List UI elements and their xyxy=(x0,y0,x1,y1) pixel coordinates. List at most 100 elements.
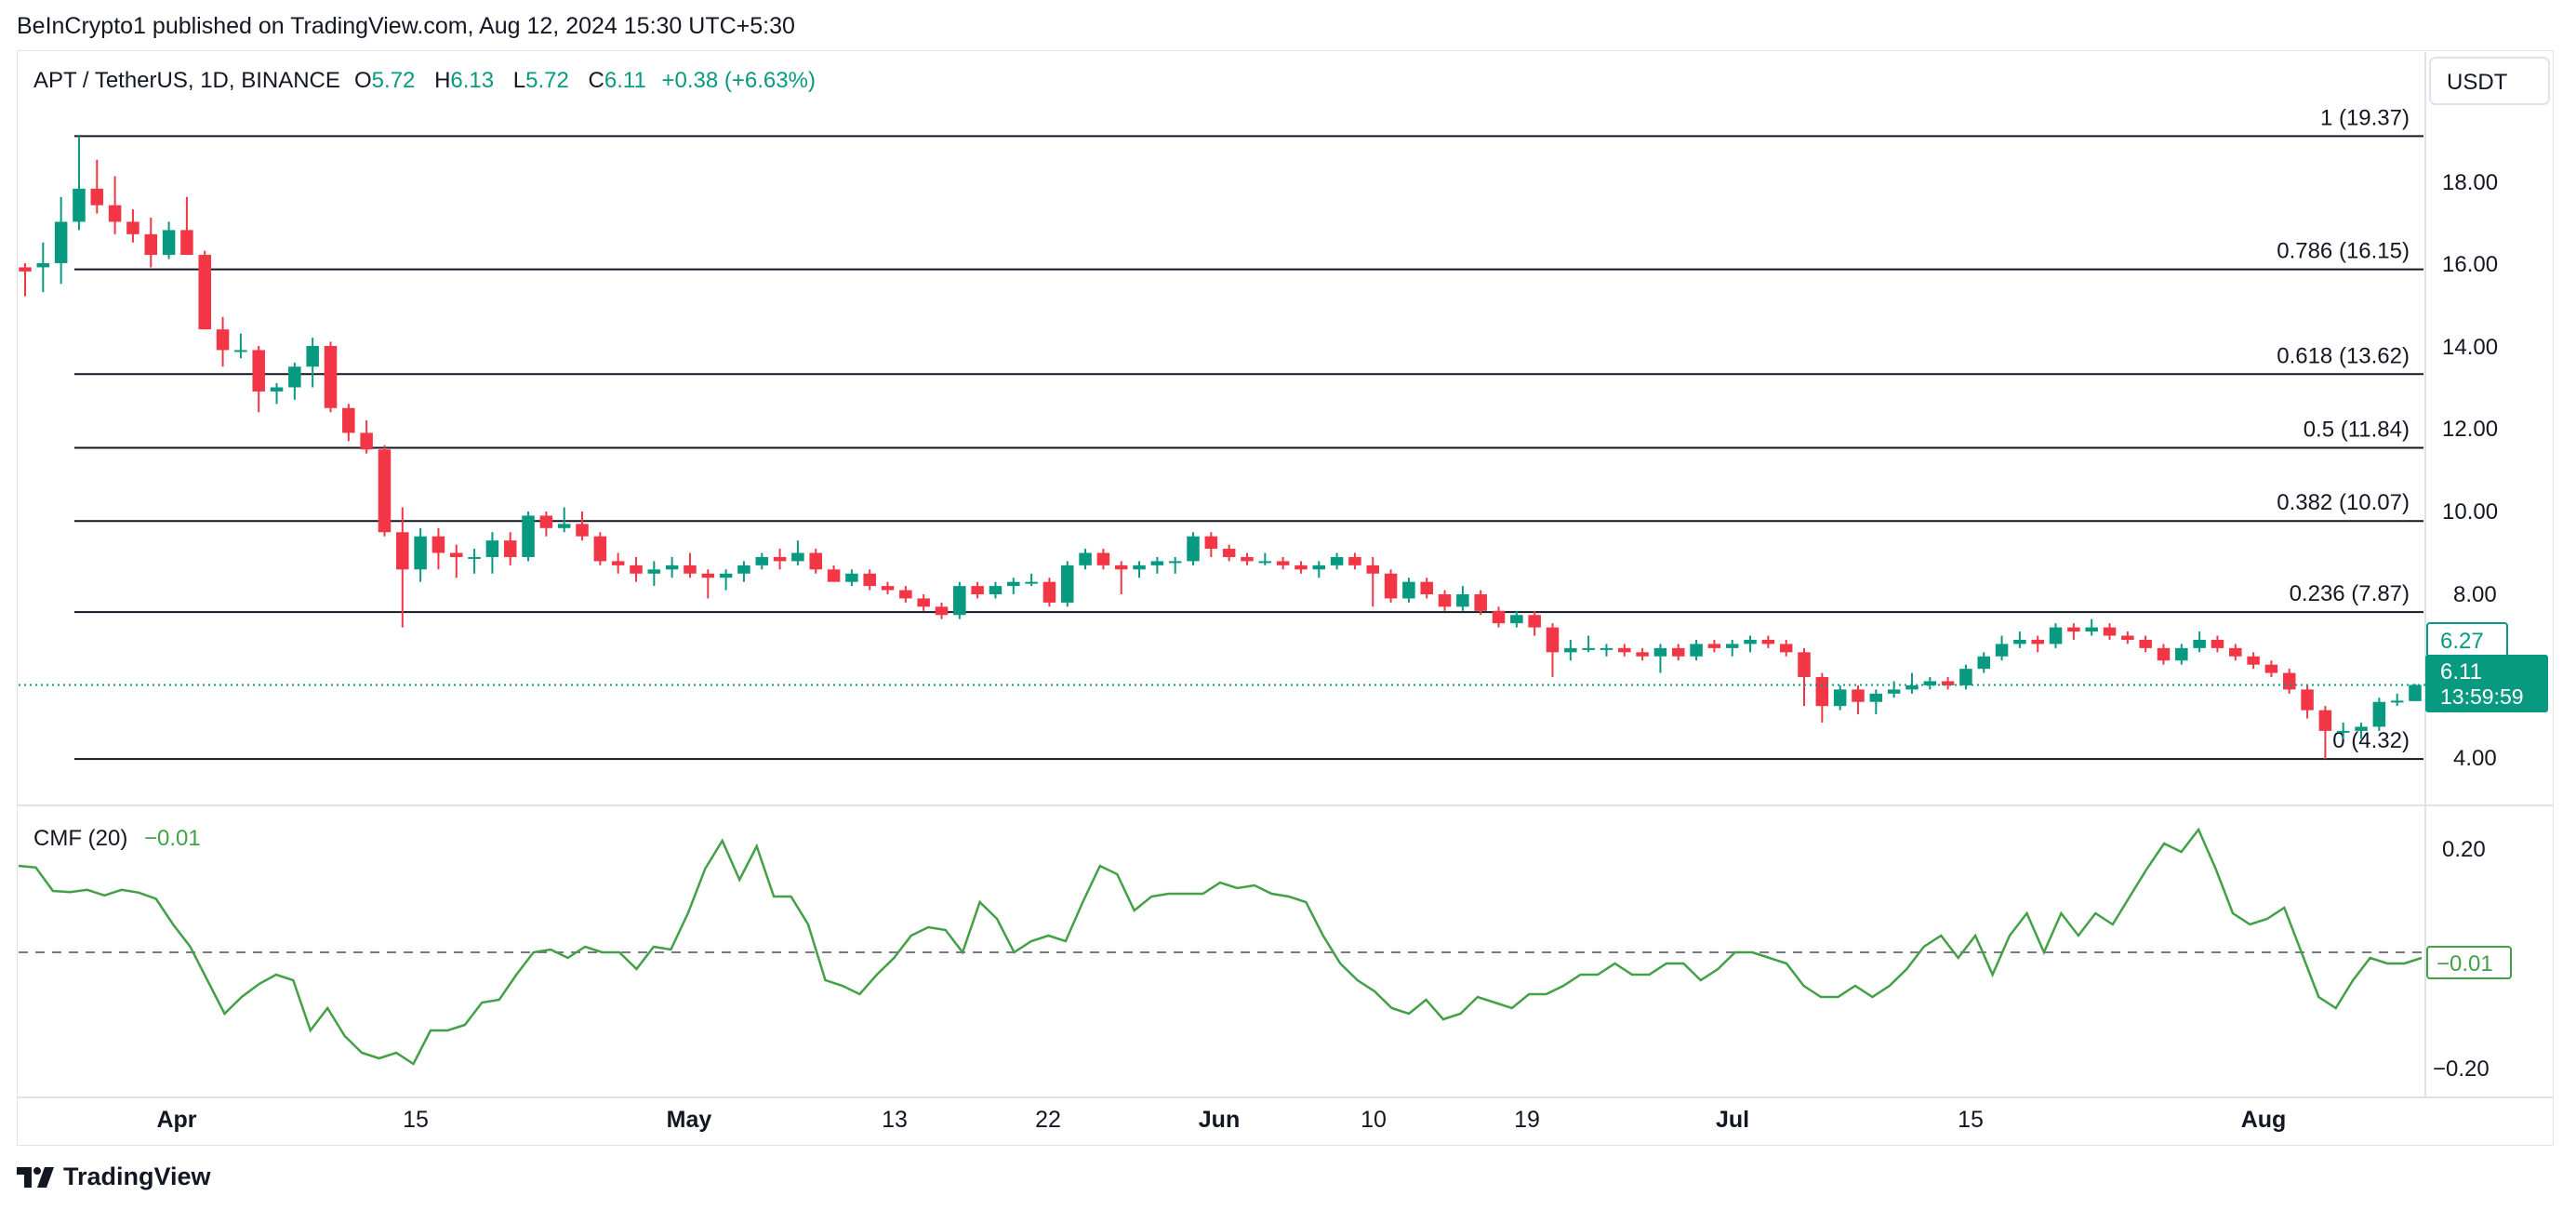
currency-button[interactable] xyxy=(2429,57,2550,105)
candle-down xyxy=(1276,561,1290,565)
candle-up xyxy=(1923,681,1937,685)
candle-down xyxy=(684,565,697,574)
candle-down xyxy=(396,532,409,570)
candle-up xyxy=(791,552,804,562)
published-caption: BeInCrypto1 published on TradingView.com… xyxy=(17,13,795,39)
price-tick: 8.00 xyxy=(2453,582,2497,607)
candle-down xyxy=(1384,573,1398,599)
candle-down xyxy=(1295,565,1308,570)
last-price-value: 6.11 xyxy=(2440,659,2482,684)
candle-up xyxy=(737,565,750,574)
candle-down xyxy=(252,350,265,392)
candle-down xyxy=(19,267,32,272)
candle-down xyxy=(108,205,122,222)
candle-down xyxy=(701,573,715,578)
fib-level-label: 0.382 (10.07) xyxy=(2277,490,2410,515)
candle-down xyxy=(216,329,230,351)
candle-down xyxy=(1941,681,1955,685)
candle-up xyxy=(1079,552,1092,565)
cmf-line xyxy=(18,827,2423,1066)
candle-down xyxy=(1241,556,1254,562)
legend-low-label: L xyxy=(513,68,525,93)
legend-ohlc: O5.72 H6.13 L5.72 C6.11 +0.38 (+6.63%) xyxy=(354,68,816,93)
legend-close-value: 6.11 xyxy=(604,68,646,93)
candle-down xyxy=(1042,581,1056,603)
candle-down xyxy=(503,540,517,557)
candle-up xyxy=(989,586,1003,595)
candle-up xyxy=(468,556,481,559)
candle-down xyxy=(2318,710,2332,731)
legend-open-value: 5.72 xyxy=(372,68,416,93)
candle-down xyxy=(1096,552,1110,565)
candle-up xyxy=(1510,615,1523,624)
candle-up xyxy=(2390,700,2404,703)
candle-up xyxy=(1690,644,1703,657)
candle-down xyxy=(2247,656,2260,665)
candle-up xyxy=(2193,639,2206,648)
candle-up xyxy=(647,569,661,574)
candle-down xyxy=(1636,652,1649,657)
candle-up xyxy=(1258,561,1272,564)
candle-up xyxy=(1187,536,1200,562)
time-tick: 15 xyxy=(403,1107,429,1133)
time-tick: 13 xyxy=(882,1107,908,1133)
candle-up xyxy=(1600,647,1613,650)
candle-down xyxy=(1761,639,1775,644)
candle-up xyxy=(36,262,50,268)
fib-level-label: 0.618 (13.62) xyxy=(2277,343,2410,368)
price-level-value: 6.27 xyxy=(2440,629,2484,654)
candle-down xyxy=(2067,627,2080,632)
candle-up xyxy=(1025,581,1038,584)
legend-high-label: H xyxy=(434,68,450,93)
candle-down xyxy=(1546,627,1560,653)
candle-up xyxy=(1833,689,1847,707)
candle-up xyxy=(845,573,858,582)
candle-up xyxy=(73,188,86,222)
candle-down xyxy=(360,432,373,450)
fib-level-label: 0.5 (11.84) xyxy=(2304,417,2410,442)
candle-up xyxy=(162,230,176,256)
fib-level-label: 0.786 (16.15) xyxy=(2277,239,2410,264)
candle-up xyxy=(1060,565,1074,603)
candle-down xyxy=(630,565,643,574)
candle-down xyxy=(90,188,104,206)
last-price-tag xyxy=(2425,655,2548,712)
candle-down xyxy=(1815,677,1829,707)
candle-up xyxy=(1995,644,2009,657)
candle-up xyxy=(2409,684,2422,701)
candle-down xyxy=(1528,615,1541,628)
candle-down xyxy=(1114,565,1128,570)
legend-symbol: APT / TetherUS, 1D, BINANCE xyxy=(33,68,340,93)
tradingview-logo[interactable]: TradingView xyxy=(17,1162,211,1191)
candle-down xyxy=(2229,647,2242,657)
candle-down xyxy=(126,221,139,234)
time-tick: Jul xyxy=(1716,1107,1749,1133)
candle-down xyxy=(1707,644,1721,648)
candle-down xyxy=(342,407,355,433)
candle-down xyxy=(2031,639,2044,644)
candle-up xyxy=(1725,644,1739,648)
candle-up xyxy=(665,565,679,570)
candle-up xyxy=(1402,581,1415,599)
candle-up xyxy=(1007,581,1020,587)
candle-up xyxy=(2336,730,2350,733)
candle-down xyxy=(935,606,949,616)
candle-up xyxy=(1869,693,1883,702)
candle-up xyxy=(2013,639,2026,644)
price-tick: 18.00 xyxy=(2442,170,2498,195)
candle-down xyxy=(1618,647,1631,653)
legend-high-value: 6.13 xyxy=(450,68,494,93)
candle-up xyxy=(557,524,571,528)
bar-countdown: 13:59:59 xyxy=(2440,684,2524,709)
candle-down xyxy=(198,255,211,330)
candle-up xyxy=(719,573,733,578)
candle-down xyxy=(2282,672,2296,690)
cmf-legend-value: −0.01 xyxy=(144,826,201,851)
candle-down xyxy=(1438,594,1452,607)
candle-down xyxy=(1222,549,1236,557)
candle-down xyxy=(2301,689,2314,711)
candle-up xyxy=(1564,647,1577,653)
chart-frame xyxy=(17,50,2554,1146)
candle-down xyxy=(1420,581,1433,595)
